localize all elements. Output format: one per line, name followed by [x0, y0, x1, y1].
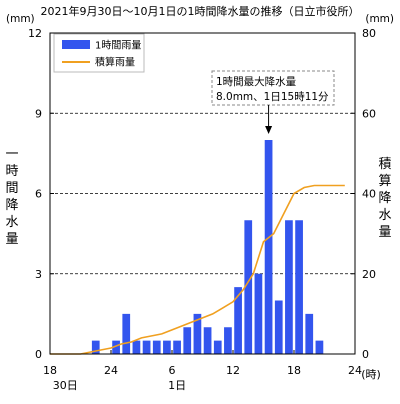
y-right-tick-label: 20 [362, 268, 376, 281]
axes: 0 3 6 9 12 0 20 40 60 80 18 24 6 12 18 24 30日 1日 (時) (mm) (m… [5, 13, 394, 392]
y-left-tick-label: 9 [35, 107, 42, 120]
rainfall-bar [203, 327, 212, 354]
rainfall-bar [224, 327, 232, 354]
x-tick-label: 18 [43, 364, 57, 377]
legend: 1時間雨量 積算雨量 [53, 33, 145, 73]
y-left-title-char: 一 [5, 147, 18, 162]
rainfall-bar [295, 220, 303, 354]
x-unit-label: (時) [361, 368, 381, 381]
y-left-tick-label: 3 [35, 268, 42, 281]
y-right-tick-label: 40 [362, 188, 376, 201]
y-left-title-char: 間 [5, 181, 18, 196]
y-right-title-char: 水 [378, 208, 391, 223]
rainfall-bar [254, 273, 263, 354]
y-left-tick-label: 0 [35, 348, 42, 361]
rainfall-bar [112, 340, 120, 354]
rainfall-bar [173, 340, 181, 354]
rainfall-bar [315, 340, 324, 354]
rainfall-bar [285, 220, 293, 354]
annotation-arrowhead [265, 126, 273, 134]
rainfall-bar [183, 327, 192, 354]
rainfall-bar [91, 340, 100, 354]
hourly-rainfall-bars [91, 140, 324, 354]
y-right-title-char: 積 [378, 157, 391, 172]
annotation-line1: 1時間最大降水量 [216, 75, 297, 88]
y-right-unit: (mm) [365, 13, 394, 25]
y-right-tick-label: 0 [362, 348, 369, 361]
cumulative-rainfall-line [50, 184, 345, 355]
y-left-tick-label: 12 [28, 27, 42, 40]
rainfall-bar [142, 340, 151, 354]
rainfall-bar [163, 340, 171, 354]
x-tick-label: 24 [348, 364, 362, 377]
rainfall-bar [305, 313, 314, 354]
legend-line-label: 積算雨量 [95, 56, 135, 69]
rainfall-bar [213, 340, 222, 354]
rainfall-bar [274, 300, 283, 354]
y-right-tick-label: 80 [362, 27, 376, 40]
day-label: 30日 [53, 379, 78, 392]
y-left-title-char: 量 [5, 232, 18, 247]
annotation-line2: 8.0mm、1日15時11分 [216, 91, 329, 103]
x-tick-label: 6 [169, 364, 176, 377]
rainfall-bar [122, 313, 131, 354]
legend-bar-label: 1時間雨量 [95, 40, 141, 52]
rainfall-bar [132, 340, 141, 354]
rainfall-bar [193, 313, 202, 354]
y-left-unit: (mm) [6, 13, 35, 25]
x-tick-label: 12 [226, 364, 240, 377]
y-right-title-char: 量 [378, 225, 391, 240]
y-right-tick-label: 60 [362, 107, 376, 120]
rainfall-bar [244, 220, 253, 354]
y-left-title-char: 降 [5, 198, 18, 213]
day-label: 1日 [168, 379, 186, 392]
y-right-title-char: 降 [378, 191, 391, 206]
y-left-title-char: 水 [5, 215, 18, 230]
rainfall-bar [264, 140, 273, 354]
x-tick-label: 18 [287, 364, 301, 377]
annotation-box [211, 70, 335, 106]
x-tick-label: 24 [104, 364, 118, 377]
gridlines [50, 112, 355, 275]
y-left-title-char: 時 [5, 164, 18, 179]
rainfall-bar [234, 287, 242, 354]
max-rainfall-annotation: 1時間最大降水量 8.0mm、1日15時11分 [211, 70, 335, 134]
y-right-title-char: 算 [378, 174, 391, 189]
chart-title: 2021年9月30日～10月1日の1時間降水量の推移（日立市役所） [41, 4, 360, 18]
y-left-tick-label: 6 [35, 188, 42, 201]
legend-bar-swatch [62, 40, 90, 49]
rainfall-bar [152, 340, 161, 354]
